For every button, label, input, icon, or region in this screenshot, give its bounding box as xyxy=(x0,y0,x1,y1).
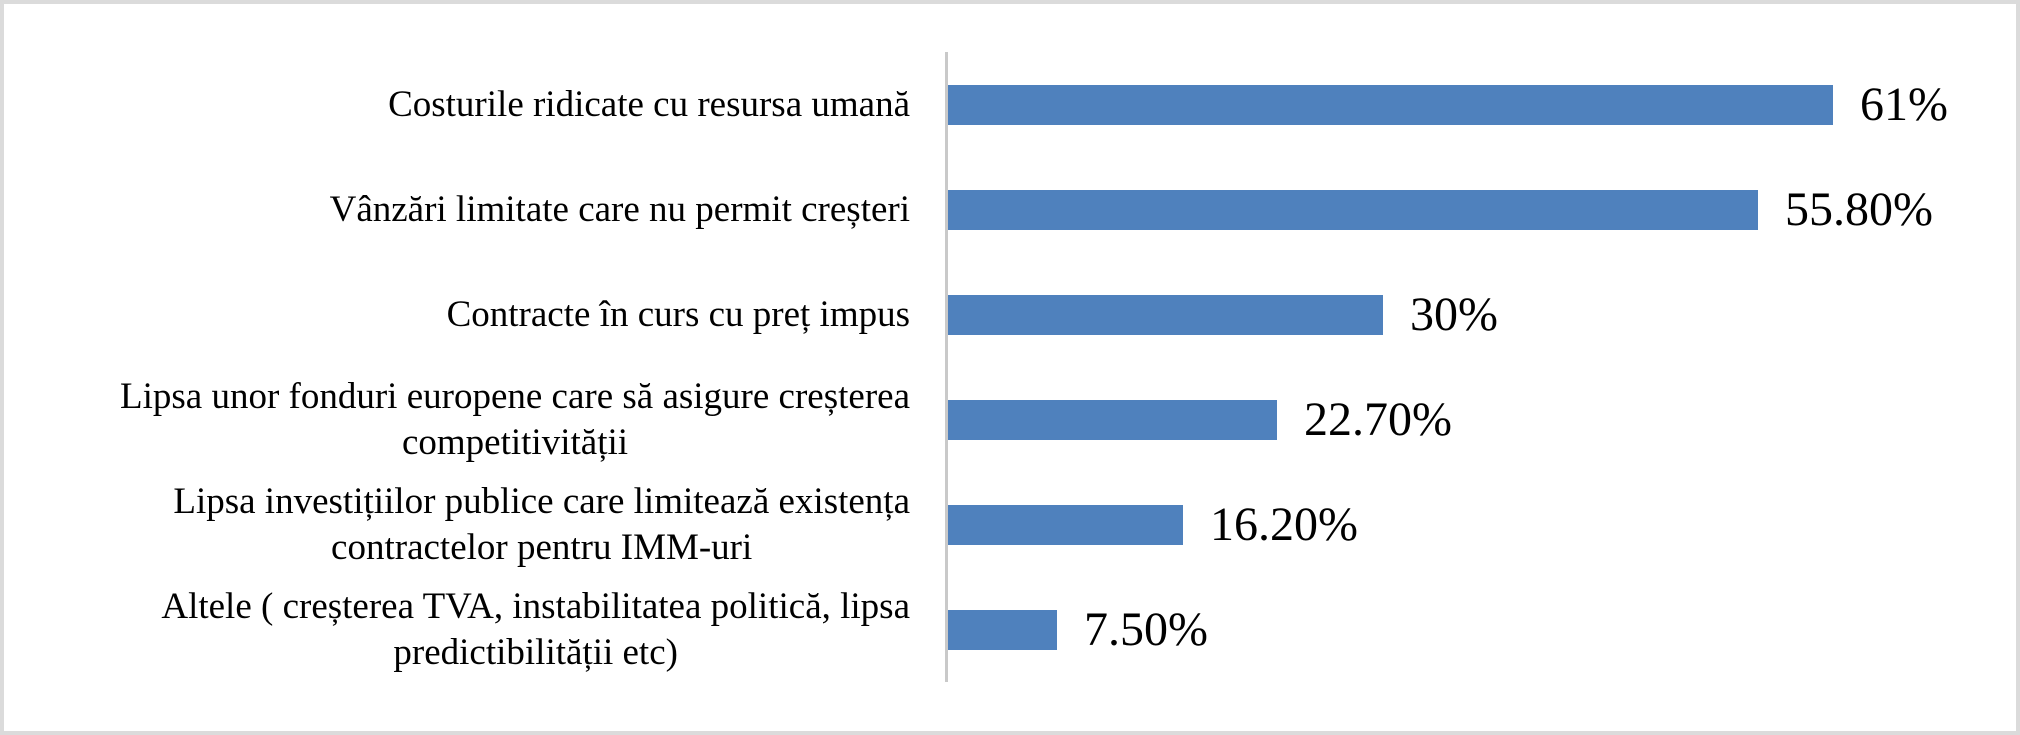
chart-row: Lipsa investițiilor publice care limitea… xyxy=(4,472,2016,577)
value-label: 16.20% xyxy=(1210,498,1358,551)
category-label-cell: Lipsa unor fonduri europene care să asig… xyxy=(4,367,945,472)
category-label: Altele ( creșterea TVA, instabilitatea p… xyxy=(161,585,910,673)
chart-row: Altele ( creșterea TVA, instabilitatea p… xyxy=(4,577,2016,682)
bar xyxy=(948,609,1057,650)
category-label-cell: Contracte în curs cu preț impus xyxy=(4,262,945,367)
value-label: 22.70% xyxy=(1304,393,1452,446)
category-label: Contracte în curs cu preț impus xyxy=(446,293,910,335)
bar-cell: 16.20% xyxy=(945,472,2016,577)
chart-row: Lipsa unor fonduri europene care să asig… xyxy=(4,367,2016,472)
bar-cell: 61% xyxy=(945,52,2016,157)
category-label: Lipsa unor fonduri europene care să asig… xyxy=(120,375,910,463)
bar-chart: Costurile ridicate cu resursa umană 61% Vâ… xyxy=(4,52,2016,682)
bar-cell: 30% xyxy=(945,262,2016,367)
category-label-cell: Altele ( creșterea TVA, instabilitatea p… xyxy=(4,577,945,682)
chart-row: Vânzări limitate care nu permit creșteri… xyxy=(4,157,2016,262)
bar xyxy=(948,399,1277,440)
value-label: 61% xyxy=(1860,78,1948,131)
chart-row: Contracte în curs cu preț impus 30% xyxy=(4,262,2016,367)
bar-cell: 7.50% xyxy=(945,577,2016,682)
bar xyxy=(948,84,1833,125)
bar-cell: 22.70% xyxy=(945,367,2016,472)
category-label-cell: Costurile ridicate cu resursa umană xyxy=(4,52,945,157)
category-label-cell: Lipsa investițiilor publice care limitea… xyxy=(4,472,945,577)
category-label: Costurile ridicate cu resursa umană xyxy=(388,83,910,125)
value-label: 55.80% xyxy=(1785,183,1933,236)
category-label: Vânzări limitate care nu permit creșteri xyxy=(329,188,910,230)
bar xyxy=(948,189,1758,230)
category-label: Lipsa investițiilor publice care limitea… xyxy=(173,480,910,568)
chart-row: Costurile ridicate cu resursa umană 61% xyxy=(4,52,2016,157)
category-label-cell: Vânzări limitate care nu permit creșteri xyxy=(4,157,945,262)
value-label: 7.50% xyxy=(1084,603,1208,656)
bar xyxy=(948,504,1183,545)
value-label: 30% xyxy=(1410,288,1498,341)
bar xyxy=(948,294,1383,335)
bar-cell: 55.80% xyxy=(945,157,2016,262)
